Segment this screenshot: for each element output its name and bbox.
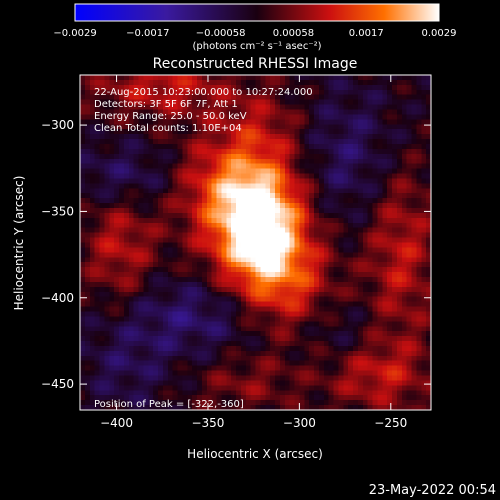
y-tick-label: −400 <box>41 291 74 305</box>
peak-label: Position of Peak = [-322,-360] <box>94 399 244 410</box>
colorbar-unit: (photons cm⁻² s⁻¹ asec⁻²) <box>192 41 321 52</box>
colorbar-tick-label: −0.0017 <box>126 28 169 39</box>
colorbar-tick-label: −0.00058 <box>196 28 246 39</box>
x-tick-label: −250 <box>374 416 407 430</box>
annotation-line: 22-Aug-2015 10:23:00.000 to 10:27:24.000 <box>94 87 313 98</box>
chart-title: Reconstructed RHESSI Image <box>153 56 358 72</box>
annotation-line: Clean Total counts: 1.10E+04 <box>94 123 242 134</box>
y-tick-label: −450 <box>41 377 74 391</box>
x-tick-label: −400 <box>100 416 133 430</box>
colorbar-tick-label: 0.0029 <box>422 28 457 39</box>
colorbar-ticks: −0.0029 −0.0017 −0.00058 0.00058 0.0017 0.002… <box>53 28 456 39</box>
y-tick-label: −300 <box>41 118 74 132</box>
plot-area: −400 −350 −300 −250 −300 −350 −400 −450 22-Aug… <box>41 74 432 430</box>
x-tick-label: −300 <box>283 416 316 430</box>
y-tick-label: −350 <box>41 204 74 218</box>
x-axis-label: Heliocentric X (arcsec) <box>187 447 323 461</box>
x-axis-ticks: −400 −350 −300 −250 <box>100 75 407 430</box>
annotation-line: Detectors: 3F 5F 6F 7F, Att 1 <box>94 99 238 110</box>
y-axis-label: Heliocentric Y (arcsec) <box>12 176 26 311</box>
colorbar-tick-label: −0.0029 <box>53 28 96 39</box>
plot-frame <box>79 74 432 411</box>
annotation-block: 22-Aug-2015 10:23:00.000 to 10:27:24.000… <box>94 87 313 134</box>
colorbar-gradient <box>74 3 440 22</box>
annotation-line: Energy Range: 25.0 - 50.0 keV <box>94 111 247 122</box>
heatmap-image <box>80 75 431 410</box>
y-axis-ticks: −300 −350 −400 −450 <box>41 118 431 391</box>
colorbar-tick-label: 0.0017 <box>349 28 384 39</box>
x-tick-label: −350 <box>191 416 224 430</box>
colorbar: −0.0029 −0.0017 −0.00058 0.00058 0.0017 0.002… <box>53 3 457 52</box>
colorbar-tick-label: 0.00058 <box>273 28 314 39</box>
footer-date: 23-May-2022 00:54 <box>369 483 496 498</box>
